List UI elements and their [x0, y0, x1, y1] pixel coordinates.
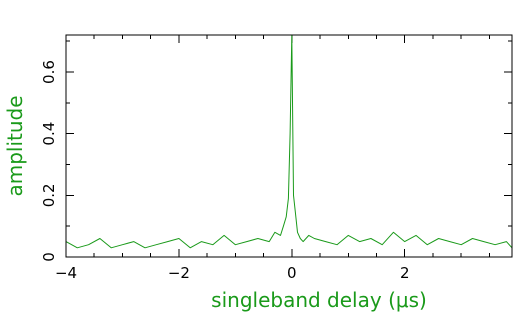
x-tick-label: −4: [55, 264, 77, 282]
x-axis-title: singleband delay (μs): [211, 288, 427, 312]
ticks-layer: −4 −2 0 2 0 0.2 0.4 0.6: [40, 35, 512, 282]
frame-layer: [65, 34, 513, 258]
y-tick-label: 0.2: [40, 183, 58, 207]
x-tick-label: 0: [287, 264, 297, 282]
x-tick-label: 2: [400, 264, 410, 282]
plot-frame: [65, 34, 513, 258]
y-tick-label: 0.6: [40, 60, 58, 84]
y-tick-label: 0: [40, 252, 58, 262]
y-tick-label: 0.4: [40, 122, 58, 146]
y-axis-title: amplitude: [3, 95, 27, 196]
x-tick-label: −2: [168, 264, 190, 282]
series-line: [65, 34, 513, 249]
series-layer: [65, 34, 513, 249]
